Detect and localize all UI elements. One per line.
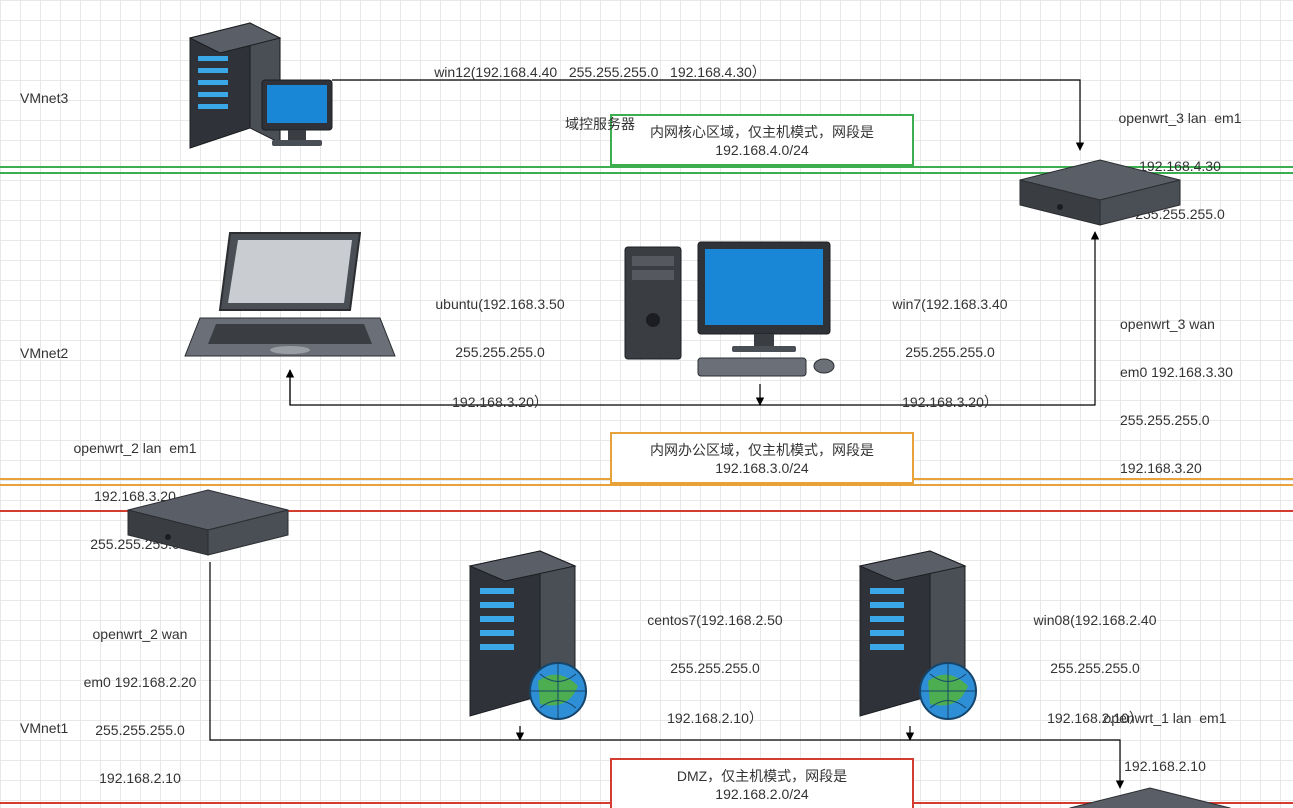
vmnet2-label: VMnet2 — [20, 345, 68, 361]
router2-icon — [118, 480, 298, 560]
win12-label: win12(192.168.4.40 255.255.255.0 192.168… — [370, 30, 830, 166]
zone-dmz-line2: 192.168.2.0/24 — [626, 786, 898, 802]
centos7-label: centos7(192.168.2.50 255.255.255.0 192.1… — [620, 580, 810, 760]
win7-label: win7(192.168.3.40 255.255.255.0 192.168.… — [860, 264, 1040, 444]
laptop-icon — [180, 228, 400, 368]
ubuntu-label: ubuntu(192.168.3.50 255.255.255.0 192.16… — [410, 264, 590, 444]
server-monitor-icon — [180, 18, 350, 168]
router1-icon — [1060, 778, 1240, 808]
desktop-icon — [620, 232, 850, 382]
openwrt2-wan-label: openwrt_2 wan em0 192.168.2.20 255.255.2… — [55, 594, 225, 808]
vmnet3-label: VMnet3 — [20, 90, 68, 106]
router3-icon — [1010, 150, 1190, 230]
openwrt3-wan-label: openwrt_3 wan em0 192.168.3.30 255.255.2… — [1120, 284, 1290, 508]
zone-office-line1: 内网办公区域，仅主机模式，网段是 — [626, 440, 898, 460]
webserver1-icon — [450, 546, 600, 726]
webserver2-icon — [840, 546, 990, 726]
diagram-canvas: VMnet3 VMnet2 VMnet1 内网核心区域，仅主机模式，网段是 19… — [0, 0, 1293, 808]
zone-dmz: DMZ，仅主机模式，网段是 192.168.2.0/24 — [610, 758, 914, 808]
zone-dmz-line1: DMZ，仅主机模式，网段是 — [626, 766, 898, 786]
zone-office-line2: 192.168.3.0/24 — [626, 460, 898, 476]
